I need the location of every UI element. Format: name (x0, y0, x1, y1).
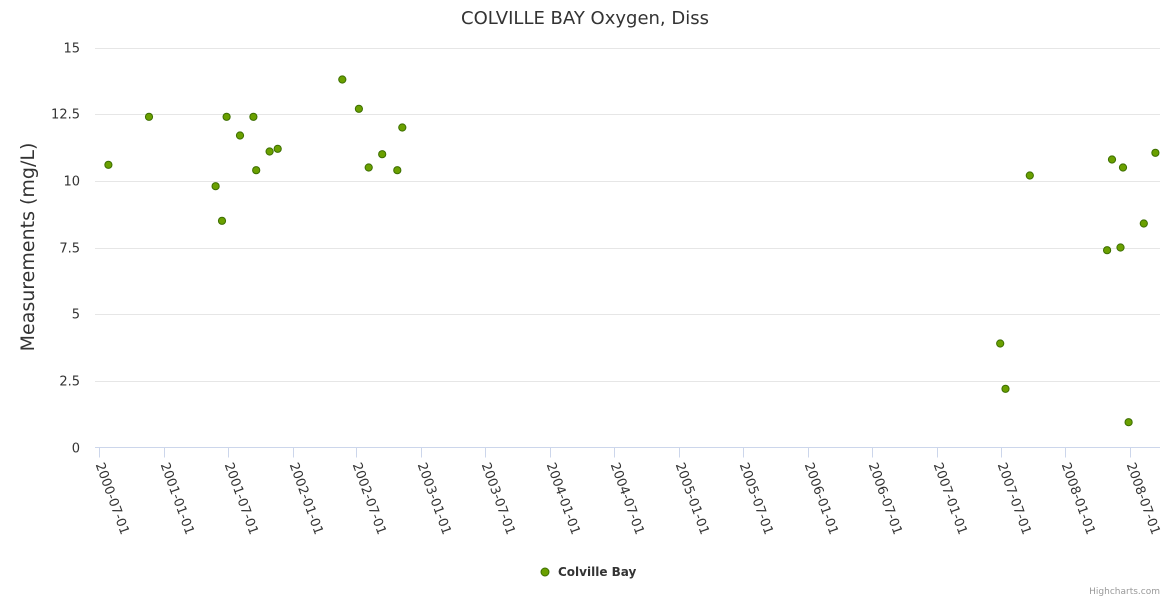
x-tick-label: 2005-01-01 (672, 461, 712, 537)
x-tick-label: 2001-07-01 (221, 461, 261, 537)
x-tick-label: 2008-01-01 (1058, 461, 1098, 537)
data-point[interactable] (364, 163, 373, 172)
x-tick-label: 2008-07-01 (1123, 461, 1163, 537)
grid-lines (95, 48, 1160, 382)
y-tick-label: 5 (72, 308, 80, 323)
legend[interactable]: Colville Bay (540, 565, 637, 579)
data-point[interactable] (104, 160, 113, 169)
data-point[interactable] (252, 166, 261, 175)
data-point[interactable] (398, 123, 407, 132)
x-tick-label: 2002-07-01 (349, 461, 389, 537)
data-point[interactable] (222, 112, 231, 121)
x-tick-label: 2000-07-01 (92, 461, 132, 537)
y-tick-label: 7.5 (59, 242, 80, 257)
data-point[interactable] (1118, 163, 1128, 172)
data-point[interactable] (1025, 171, 1034, 180)
series-colville-bay (104, 75, 1160, 427)
data-point[interactable] (1107, 155, 1117, 164)
data-point[interactable] (273, 144, 282, 153)
data-point[interactable] (338, 75, 347, 84)
x-tick-label: 2002-01-01 (286, 461, 326, 537)
y-tick-label: 2.5 (59, 375, 80, 390)
x-tick-label: 2005-07-01 (736, 461, 776, 537)
y-tick-label: 10 (63, 175, 80, 190)
data-point[interactable] (354, 104, 363, 113)
data-point[interactable] (217, 216, 227, 225)
data-point[interactable] (378, 150, 387, 159)
y-tick-label: 15 (63, 42, 80, 57)
y-axis-ticks: 0 2.5 5 7.5 10 12.5 15 (51, 42, 80, 457)
x-tick-label: 2007-01-01 (930, 461, 970, 537)
data-point[interactable] (1001, 384, 1010, 393)
data-point[interactable] (1124, 418, 1133, 427)
data-point[interactable] (393, 166, 402, 175)
x-tick-label: 2001-01-01 (157, 461, 197, 537)
data-point[interactable] (1151, 148, 1160, 157)
data-point[interactable] (249, 112, 258, 121)
x-tick-label: 2006-07-01 (865, 461, 905, 537)
x-tick-label: 2004-01-01 (543, 461, 583, 537)
legend-marker (540, 567, 550, 577)
data-point[interactable] (211, 182, 220, 191)
x-tick-label: 2004-07-01 (607, 461, 647, 537)
y-tick-label: 12.5 (51, 108, 80, 123)
data-point[interactable] (1103, 246, 1112, 255)
x-tick-label: 2006-01-01 (801, 461, 841, 537)
credits-link[interactable]: Highcharts.com (1089, 587, 1160, 597)
chart-title: COLVILLE BAY Oxygen, Diss (461, 8, 709, 29)
data-point[interactable] (996, 339, 1005, 348)
x-axis-ticks: 2000-07-01 2001-01-01 2001-07-01 2002-01-01… (92, 447, 1163, 537)
data-point[interactable] (1139, 219, 1148, 228)
x-tick-label: 2007-07-01 (994, 461, 1034, 537)
y-tick-label: 0 (72, 442, 80, 457)
data-point[interactable] (265, 147, 274, 156)
y-axis-title: Measurements (mg/L) (17, 143, 39, 352)
legend-item-colville-bay[interactable]: Colville Bay (558, 565, 637, 579)
x-tick-label: 2003-01-01 (414, 461, 454, 537)
x-tick-label: 2003-07-01 (478, 461, 518, 537)
data-point[interactable] (144, 112, 154, 121)
data-point[interactable] (1116, 243, 1125, 252)
data-point[interactable] (235, 131, 245, 140)
